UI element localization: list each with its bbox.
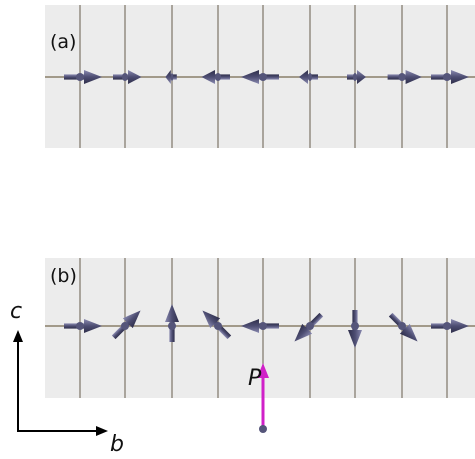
- panel-label: (b): [50, 265, 77, 287]
- panel-label: (a): [50, 31, 76, 53]
- polarization-label: P: [248, 366, 262, 391]
- polarization-arrow: [257, 363, 269, 433]
- axis-label: b: [110, 432, 124, 457]
- axes-indicator: [13, 330, 108, 436]
- panel-a: (a): [45, 5, 475, 148]
- axis-label: c: [10, 299, 22, 324]
